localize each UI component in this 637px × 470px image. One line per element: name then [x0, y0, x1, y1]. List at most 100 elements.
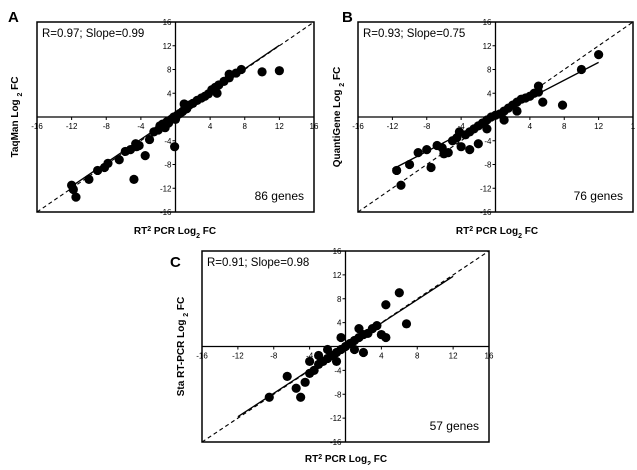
correlation-annotation: R=0.97; Slope=0.99 — [42, 28, 144, 40]
x-tick-label: -16 — [352, 122, 364, 131]
x-tick-label: -16 — [196, 352, 208, 361]
x-tick-label: -12 — [66, 122, 78, 131]
gene-count-label: 76 genes — [574, 189, 623, 203]
panel-a: -16 -12 -8 -4 4 8 12 16 16 12 8 4 -4 -8 -12 -16 R=0.97; … — [8, 9, 319, 240]
data-point — [282, 371, 292, 381]
panel-letter: C — [170, 254, 181, 271]
y-tick-label: -12 — [330, 414, 342, 423]
y-axis-label: Sta RT-PCR Log 2 FC — [176, 297, 190, 396]
x-axis-label-base: RT — [456, 226, 469, 237]
y-tick-label: 4 — [487, 89, 492, 98]
x-tick-label: -12 — [387, 122, 399, 131]
x-axis-label: RT2 PCR Log2 FC — [456, 226, 538, 240]
x-tick-label: -4 — [137, 122, 145, 131]
y-tick-label: 8 — [487, 66, 492, 75]
data-point — [557, 100, 568, 110]
x-tick-label: -16 — [31, 122, 43, 131]
data-point — [381, 332, 391, 343]
y-axis-label: TaqMan Log 2 FC — [10, 77, 24, 158]
data-point — [538, 97, 548, 107]
correlation-annotation: R=0.91; Slope=0.98 — [207, 257, 309, 269]
data-point — [257, 67, 267, 77]
x-axis-label-tail: FC — [371, 454, 387, 465]
y-tick-label: 12 — [163, 42, 172, 51]
data-point — [300, 377, 310, 387]
data-point — [396, 180, 406, 190]
x-axis-label-sub: 2 — [518, 233, 522, 240]
y-tick-label: -8 — [484, 161, 492, 170]
data-point — [439, 149, 449, 159]
x-tick-label: 12 — [275, 122, 284, 131]
data-point — [129, 174, 139, 184]
x-axis-label-tail: FC — [200, 226, 216, 237]
data-point — [291, 383, 301, 393]
x-tick-label: 8 — [415, 352, 420, 361]
data-point — [305, 356, 315, 367]
data-point — [114, 155, 124, 165]
y-tick-label: 12 — [483, 42, 492, 51]
data-point — [533, 81, 544, 91]
x-axis-label-base: RT — [134, 226, 147, 237]
data-point — [358, 347, 369, 358]
x-tick-label: 4 — [528, 122, 533, 131]
y-tick-label: -12 — [160, 184, 172, 193]
data-point — [454, 127, 465, 137]
y-tick-label: -4 — [334, 366, 342, 375]
y-axis-label-tail: FC — [10, 77, 21, 93]
x-axis-label-mid: PCR Log — [151, 226, 196, 237]
panel-b: -16 -12 -8 -4 4 8 12 1 16 12 8 4 -4 -8 -12 -16 R=0.93; S… — [332, 9, 636, 240]
y-axis-label-base: Sta RT-PCR Log — [176, 317, 187, 396]
data-point — [92, 165, 103, 176]
x-axis-label-mid: PCR Log — [473, 226, 518, 237]
y-tick-label: 12 — [333, 271, 342, 280]
data-point — [422, 145, 432, 155]
y-tick-label: -8 — [334, 390, 342, 399]
x-axis-label: RT2 PCR Log2 FC — [134, 226, 216, 240]
data-point — [103, 158, 113, 168]
y-axis-label-tail: FC — [176, 297, 187, 313]
x-tick-label: -12 — [232, 352, 244, 361]
panel-letter: B — [342, 9, 353, 26]
y-tick-label: 4 — [337, 319, 342, 328]
x-axis-label-base: RT — [305, 454, 318, 465]
x-tick-label: 12 — [594, 122, 603, 131]
x-tick-label: -8 — [423, 122, 431, 131]
y-axis-label-base: QuantiGene Log — [332, 87, 343, 168]
data-point — [179, 99, 189, 109]
x-tick-label: 8 — [243, 122, 248, 131]
data-point — [473, 139, 483, 149]
data-point — [71, 192, 81, 202]
data-point — [274, 66, 284, 76]
data-point — [144, 134, 155, 145]
data-point — [336, 332, 346, 343]
data-point — [170, 142, 180, 152]
data-point — [465, 145, 475, 155]
y-tick-label: -16 — [330, 438, 342, 447]
x-tick-label: 4 — [379, 352, 384, 361]
data-point — [349, 344, 360, 355]
identity-line — [202, 251, 489, 442]
x-axis-label-sub: 2 — [367, 461, 371, 466]
data-point — [594, 50, 604, 60]
x-tick-label: 1 — [631, 122, 636, 131]
x-axis-label-sub: 2 — [196, 233, 200, 240]
data-point — [264, 392, 274, 402]
data-point — [401, 319, 412, 329]
x-tick-label: 12 — [449, 352, 458, 361]
gene-count-label: 86 genes — [255, 189, 304, 203]
x-tick-label: 8 — [562, 122, 567, 131]
gene-count-label: 57 genes — [430, 419, 479, 433]
data-point — [236, 64, 246, 75]
data-point — [482, 124, 492, 134]
data-point — [354, 323, 364, 334]
y-tick-label: 8 — [337, 295, 342, 304]
y-axis-label-sub: 2 — [183, 313, 190, 317]
data-point — [322, 344, 333, 355]
correlation-annotation: R=0.93; Slope=0.75 — [363, 28, 465, 40]
x-tick-label: 4 — [208, 122, 213, 131]
x-axis-label: RT2 PCR Log2 FC — [305, 454, 387, 466]
data-point — [331, 356, 342, 367]
data-point — [404, 159, 415, 170]
data-point — [576, 64, 587, 75]
